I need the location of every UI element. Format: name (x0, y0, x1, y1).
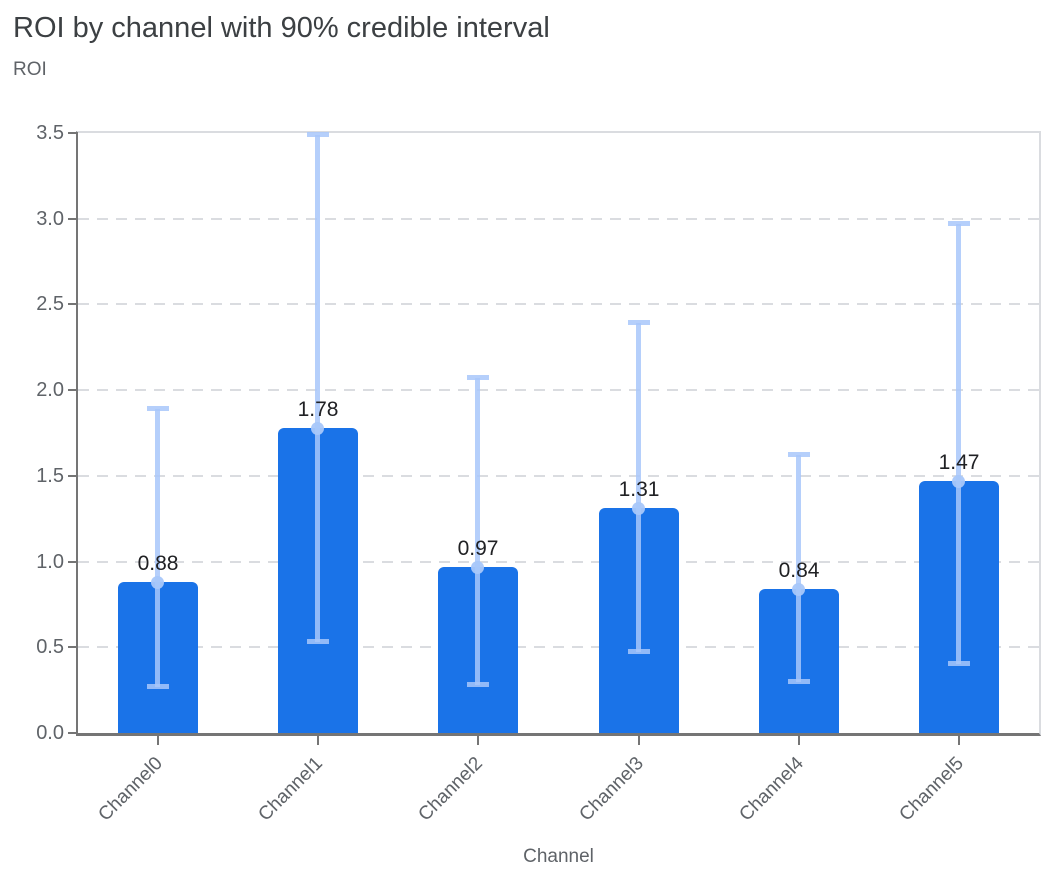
mean-marker-dot (632, 502, 645, 515)
y-tick-mark (68, 646, 78, 649)
error-bar-cap-lower (467, 682, 489, 687)
y-tick-mark (68, 560, 78, 563)
x-tick-mark (477, 736, 479, 745)
y-tick-label: 2.0 (36, 379, 64, 402)
mean-marker-dot (151, 576, 164, 589)
bar-value-label: 1.78 (297, 398, 339, 421)
x-tick-mark (157, 736, 159, 745)
plot-area: 0.88 1.78 0.97 1.31 0.84 1.47 (76, 131, 1041, 736)
y-tick-mark (68, 389, 78, 392)
y-tick-label: 0.0 (36, 722, 64, 744)
gridline (78, 560, 1039, 563)
gridline (78, 389, 1039, 392)
mean-marker-dot (952, 475, 965, 488)
x-tick-label-channel2: Channel2 (414, 753, 487, 826)
error-bar-line (315, 135, 320, 642)
error-bar-line (475, 378, 480, 685)
error-bar-cap-lower (628, 649, 650, 654)
x-tick-label-channel0: Channel0 (94, 753, 167, 826)
error-bar-line (956, 224, 961, 664)
bar-value-label: 1.31 (618, 478, 660, 501)
x-tick-label-channel4: Channel4 (735, 753, 808, 826)
gridline (78, 217, 1039, 220)
x-tick-mark (317, 736, 319, 745)
mean-marker-dot (471, 561, 484, 574)
bar-value-label: 0.88 (137, 552, 179, 575)
bar-value-label: 0.97 (457, 537, 499, 560)
y-tick-mark (68, 303, 78, 306)
error-bar-cap-upper (628, 320, 650, 325)
x-tick-mark (958, 736, 960, 745)
x-tick-label-channel5: Channel5 (895, 753, 968, 826)
error-bar-cap-lower (307, 639, 329, 644)
bar-value-label: 1.47 (938, 451, 980, 474)
y-tick-label: 1.5 (36, 464, 64, 487)
error-bar-cap-lower (788, 679, 810, 684)
y-tick-label: 0.5 (36, 636, 64, 659)
bar-value-label: 0.84 (778, 559, 820, 582)
mean-marker-dot (311, 422, 324, 435)
error-bar-cap-lower (147, 684, 169, 689)
gridline (78, 474, 1039, 477)
x-axis-title: Channel (523, 846, 594, 867)
error-bar-cap-upper (467, 375, 489, 380)
error-bar-cap-upper (948, 221, 970, 226)
y-tick-mark (68, 132, 78, 134)
chart-title: ROI by channel with 90% credible interva… (13, 12, 550, 44)
mean-marker-dot (792, 583, 805, 596)
gridline (78, 303, 1039, 306)
x-tick-label-channel1: Channel1 (254, 753, 327, 826)
error-bar-cap-upper (307, 132, 329, 137)
y-tick-label: 3.0 (36, 207, 64, 230)
y-axis-title: ROI (13, 59, 47, 80)
error-bar-line (155, 409, 160, 687)
y-tick-label: 1.0 (36, 550, 64, 573)
error-bar-cap-lower (948, 661, 970, 666)
y-tick-label: 3.5 (36, 122, 64, 144)
y-tick-mark (68, 732, 78, 734)
error-bar-cap-upper (147, 406, 169, 411)
y-tick-mark (68, 474, 78, 477)
y-tick-label: 2.5 (36, 293, 64, 316)
error-bar-line (796, 455, 801, 682)
error-bar-cap-upper (788, 452, 810, 457)
error-bar-line (636, 323, 641, 652)
x-tick-mark (638, 736, 640, 745)
x-tick-label-channel3: Channel3 (575, 753, 648, 826)
x-tick-mark (798, 736, 800, 745)
gridline (78, 646, 1039, 649)
y-tick-mark (68, 217, 78, 220)
